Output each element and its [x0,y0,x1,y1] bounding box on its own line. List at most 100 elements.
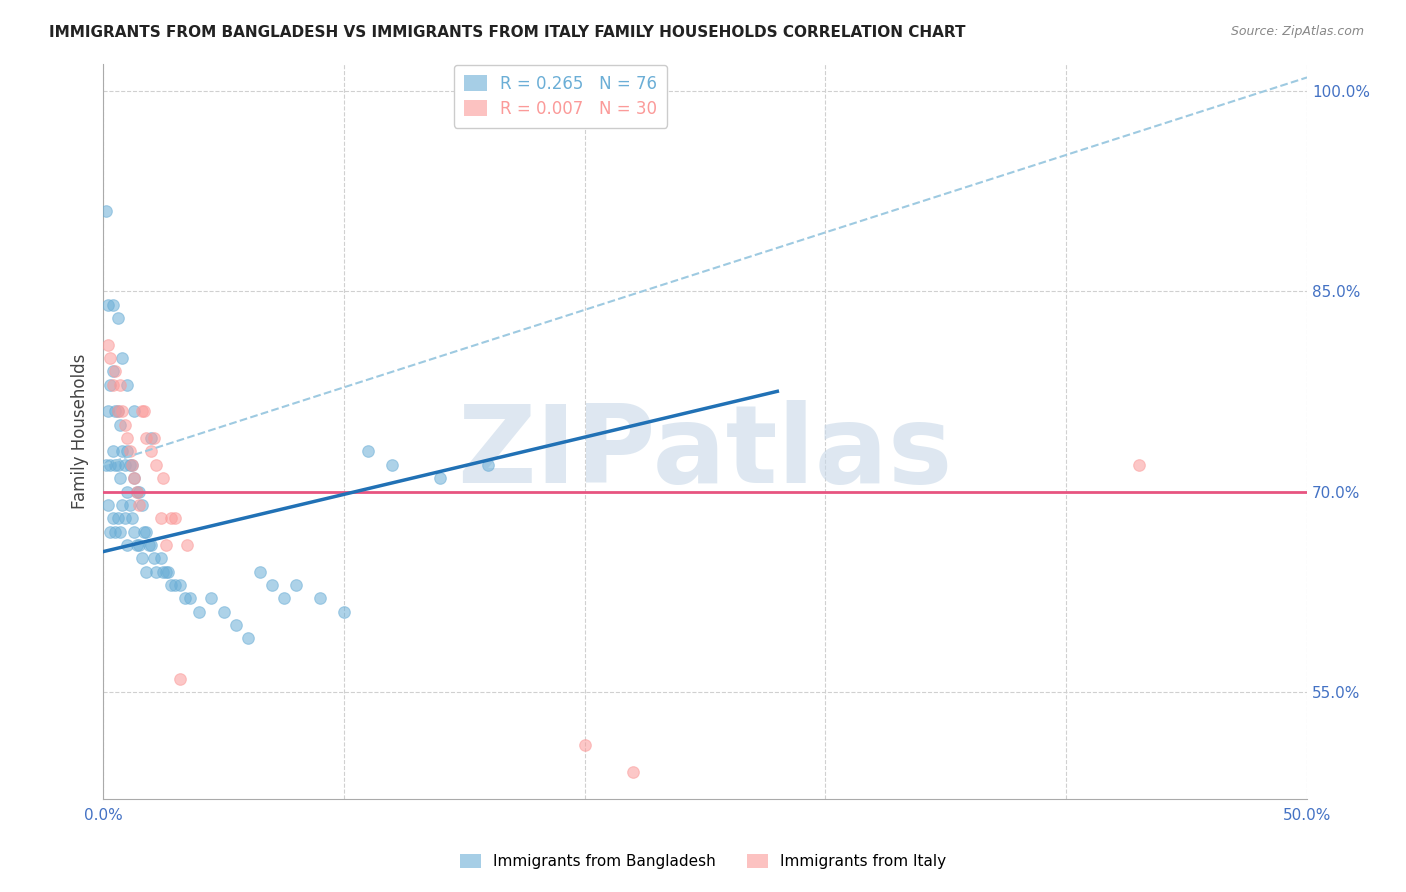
Point [104,364,127,378]
Point [98,351,121,365]
Point [101,364,124,378]
Point [121,458,143,472]
Point [94,458,117,472]
Point [108,417,131,432]
Point [159,578,181,592]
Legend: R = 0.265   N = 76, R = 0.007   N = 30: R = 0.265 N = 76, R = 0.007 N = 30 [454,65,668,128]
Point [357,444,380,458]
Point [115,538,138,552]
Point [142,551,165,566]
Point [98,458,121,472]
Point [188,605,211,619]
Point [141,444,163,458]
Point [107,404,129,418]
Point [125,484,148,499]
Point [381,458,404,472]
Point [149,511,172,525]
Point [124,471,146,485]
Point [145,458,167,472]
Point [94,204,117,219]
Point [236,632,259,646]
Point [118,444,141,458]
Point [141,431,163,445]
Point [169,578,191,592]
Point [97,404,120,418]
Point [165,578,187,592]
Point [101,444,124,458]
Point [333,605,356,619]
Point [212,605,235,619]
Point [104,524,127,539]
Point [115,431,138,445]
Point [111,351,134,365]
Point [118,498,141,512]
Point [104,404,127,418]
Point [115,377,138,392]
Point [135,565,157,579]
Point [273,591,295,606]
Point [108,471,131,485]
Point [107,458,129,472]
Text: ZIPatlas: ZIPatlas [457,401,953,507]
Point [132,524,155,539]
Point [179,591,201,606]
Point [114,417,136,432]
Point [135,431,157,445]
Point [104,458,127,472]
Point [114,511,136,525]
Point [165,511,187,525]
Point [124,524,146,539]
Point [174,591,197,606]
Legend: Immigrants from Bangladesh, Immigrants from Italy: Immigrants from Bangladesh, Immigrants f… [454,847,952,875]
Point [260,578,283,592]
Point [101,511,124,525]
Point [308,591,330,606]
Point [159,511,181,525]
Point [429,471,451,485]
Point [121,458,143,472]
Point [477,458,499,472]
Point [125,484,148,499]
Point [145,565,167,579]
Point [108,377,131,392]
Point [98,377,121,392]
Point [131,404,153,418]
Point [121,511,143,525]
Point [115,484,138,499]
Point [114,458,136,472]
Point [97,498,120,512]
Point [111,404,134,418]
Point [249,565,271,579]
Point [97,337,120,351]
Point [97,297,120,311]
Point [200,591,222,606]
Point [131,551,153,566]
Text: Source: ZipAtlas.com: Source: ZipAtlas.com [1230,25,1364,38]
Point [124,471,146,485]
Point [149,551,172,566]
Point [98,524,121,539]
Point [128,538,150,552]
Point [1128,458,1150,472]
Point [131,498,153,512]
Point [108,524,131,539]
Point [155,538,177,552]
Point [621,765,644,780]
Point [138,538,160,552]
Point [107,511,129,525]
Point [118,458,141,472]
Point [142,431,165,445]
Point [107,404,129,418]
Point [225,618,247,632]
Point [169,672,191,686]
Point [284,578,307,592]
Point [574,739,596,753]
Point [157,565,180,579]
Point [107,310,129,325]
Point [115,444,138,458]
Point [101,297,124,311]
Point [111,444,134,458]
Point [125,538,148,552]
Point [128,484,150,499]
Y-axis label: Family Households: Family Households [72,354,89,509]
